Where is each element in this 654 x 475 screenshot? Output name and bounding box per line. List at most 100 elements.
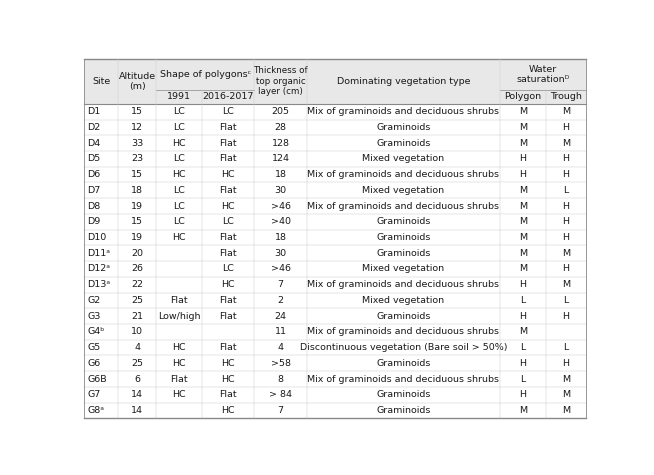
Text: 128: 128: [271, 139, 290, 148]
Text: L: L: [521, 375, 526, 383]
Text: 14: 14: [131, 406, 143, 415]
Text: >46: >46: [271, 201, 290, 210]
Text: 20: 20: [131, 249, 143, 258]
Text: 7: 7: [277, 280, 284, 289]
Text: H: H: [520, 280, 526, 289]
Text: Flat: Flat: [220, 233, 237, 242]
Text: Mix of graminoids and deciduous shrubs: Mix of graminoids and deciduous shrubs: [307, 170, 500, 179]
Text: Flat: Flat: [220, 343, 237, 352]
Text: L: L: [564, 296, 569, 305]
Text: 24: 24: [275, 312, 286, 321]
Text: LC: LC: [222, 107, 234, 116]
Text: D4: D4: [88, 139, 101, 148]
Text: H: H: [520, 390, 526, 399]
Text: LC: LC: [222, 265, 234, 274]
Text: HC: HC: [173, 139, 186, 148]
Text: 19: 19: [131, 233, 143, 242]
Text: 18: 18: [275, 170, 286, 179]
Text: 4: 4: [134, 343, 140, 352]
Text: Graminoids: Graminoids: [376, 406, 430, 415]
Text: HC: HC: [173, 390, 186, 399]
Text: D2: D2: [88, 123, 101, 132]
Text: Water
saturationᴰ: Water saturationᴰ: [517, 65, 570, 84]
Text: H: H: [520, 359, 526, 368]
Text: Mix of graminoids and deciduous shrubs: Mix of graminoids and deciduous shrubs: [307, 107, 500, 116]
Text: H: H: [562, 217, 570, 226]
Text: Discontinuous vegetation (Bare soil > 50%): Discontinuous vegetation (Bare soil > 50…: [300, 343, 507, 352]
Text: M: M: [519, 406, 527, 415]
Text: >40: >40: [271, 217, 290, 226]
Text: > 84: > 84: [269, 390, 292, 399]
Text: Graminoids: Graminoids: [376, 359, 430, 368]
Text: D6: D6: [88, 170, 101, 179]
Text: Flat: Flat: [220, 249, 237, 258]
Text: 7: 7: [277, 406, 284, 415]
Text: G6: G6: [88, 359, 101, 368]
Text: 124: 124: [271, 154, 290, 163]
Text: 19: 19: [131, 201, 143, 210]
Text: Graminoids: Graminoids: [376, 233, 430, 242]
Text: M: M: [519, 139, 527, 148]
Text: L: L: [521, 296, 526, 305]
Text: G4ᵇ: G4ᵇ: [88, 327, 105, 336]
Text: 14: 14: [131, 390, 143, 399]
Text: 205: 205: [271, 107, 290, 116]
Text: Mix of graminoids and deciduous shrubs: Mix of graminoids and deciduous shrubs: [307, 201, 500, 210]
Text: 15: 15: [131, 107, 143, 116]
Bar: [84, 59, 586, 104]
Text: 21: 21: [131, 312, 143, 321]
Text: 2016-2017: 2016-2017: [203, 92, 254, 101]
Text: Site: Site: [92, 77, 111, 86]
Text: HC: HC: [222, 170, 235, 179]
Text: 28: 28: [275, 123, 286, 132]
Text: M: M: [562, 375, 570, 383]
Text: 30: 30: [275, 249, 286, 258]
Text: Graminoids: Graminoids: [376, 312, 430, 321]
Text: L: L: [564, 186, 569, 195]
Text: M: M: [519, 186, 527, 195]
Text: 1991: 1991: [167, 92, 191, 101]
Text: Low/high: Low/high: [158, 312, 200, 321]
Text: Flat: Flat: [220, 296, 237, 305]
Text: 23: 23: [131, 154, 143, 163]
Text: HC: HC: [222, 280, 235, 289]
Text: LC: LC: [173, 201, 185, 210]
Text: 18: 18: [131, 186, 143, 195]
Text: Shape of polygonsᶜ: Shape of polygonsᶜ: [160, 70, 251, 79]
Text: G3: G3: [88, 312, 101, 321]
Text: D1: D1: [88, 107, 101, 116]
Text: M: M: [519, 201, 527, 210]
Text: H: H: [520, 170, 526, 179]
Text: M: M: [562, 139, 570, 148]
Text: G5: G5: [88, 343, 101, 352]
Text: HC: HC: [222, 201, 235, 210]
Text: Flat: Flat: [220, 186, 237, 195]
Text: Graminoids: Graminoids: [376, 217, 430, 226]
Text: Flat: Flat: [220, 154, 237, 163]
Text: Mix of graminoids and deciduous shrubs: Mix of graminoids and deciduous shrubs: [307, 280, 500, 289]
Text: HC: HC: [173, 233, 186, 242]
Text: LC: LC: [173, 217, 185, 226]
Text: LC: LC: [173, 123, 185, 132]
Text: 33: 33: [131, 139, 143, 148]
Text: 18: 18: [275, 233, 286, 242]
Text: H: H: [520, 154, 526, 163]
Text: HC: HC: [173, 170, 186, 179]
Text: 15: 15: [131, 217, 143, 226]
Text: Graminoids: Graminoids: [376, 249, 430, 258]
Text: Graminoids: Graminoids: [376, 139, 430, 148]
Text: Mix of graminoids and deciduous shrubs: Mix of graminoids and deciduous shrubs: [307, 327, 500, 336]
Text: M: M: [562, 390, 570, 399]
Text: M: M: [562, 107, 570, 116]
Text: 25: 25: [131, 296, 143, 305]
Text: Graminoids: Graminoids: [376, 390, 430, 399]
Text: HC: HC: [222, 406, 235, 415]
Text: Trough: Trough: [550, 92, 582, 101]
Text: LC: LC: [173, 107, 185, 116]
Text: Mixed vegetation: Mixed vegetation: [362, 186, 445, 195]
Text: G2: G2: [88, 296, 101, 305]
Text: Flat: Flat: [220, 312, 237, 321]
Text: L: L: [564, 343, 569, 352]
Text: D5: D5: [88, 154, 101, 163]
Text: 8: 8: [277, 375, 284, 383]
